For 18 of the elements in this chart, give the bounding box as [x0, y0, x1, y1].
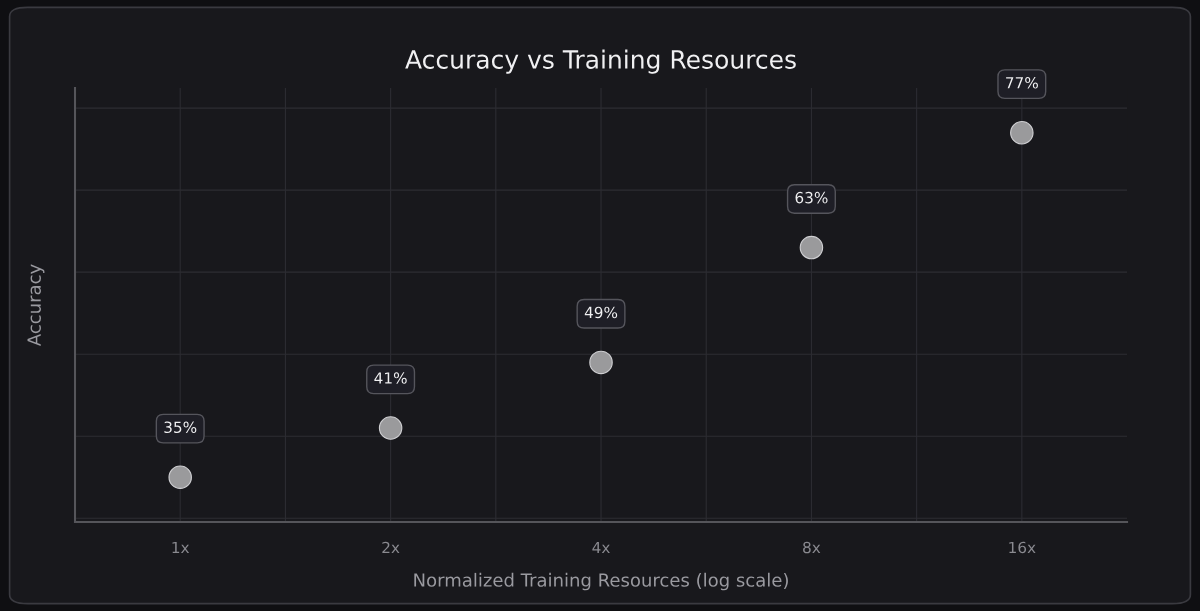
data-label: 77%: [1006, 77, 1038, 89]
point: [378, 416, 403, 440]
x-tick-label: 8x: [803, 541, 821, 554]
point: [799, 235, 824, 260]
x-tick-label: 4x: [592, 541, 610, 554]
x-tick-label: 2x: [382, 541, 400, 554]
chart-title: Accuracy vs Training Resources: [405, 49, 796, 74]
data-label: 49%: [584, 306, 618, 319]
point: [1010, 121, 1034, 145]
data-label: 63%: [795, 191, 828, 204]
data-label: 41%: [374, 372, 407, 384]
point: [589, 350, 613, 375]
x-tick-label: 1x: [172, 541, 190, 554]
y-axis-title: Accuracy: [27, 264, 45, 347]
x-tick-label: 16x: [1009, 541, 1036, 554]
point: [168, 465, 192, 489]
x-axis-title: Normalized Training Resources (log scale): [414, 572, 788, 591]
data-label: 35%: [164, 421, 197, 434]
